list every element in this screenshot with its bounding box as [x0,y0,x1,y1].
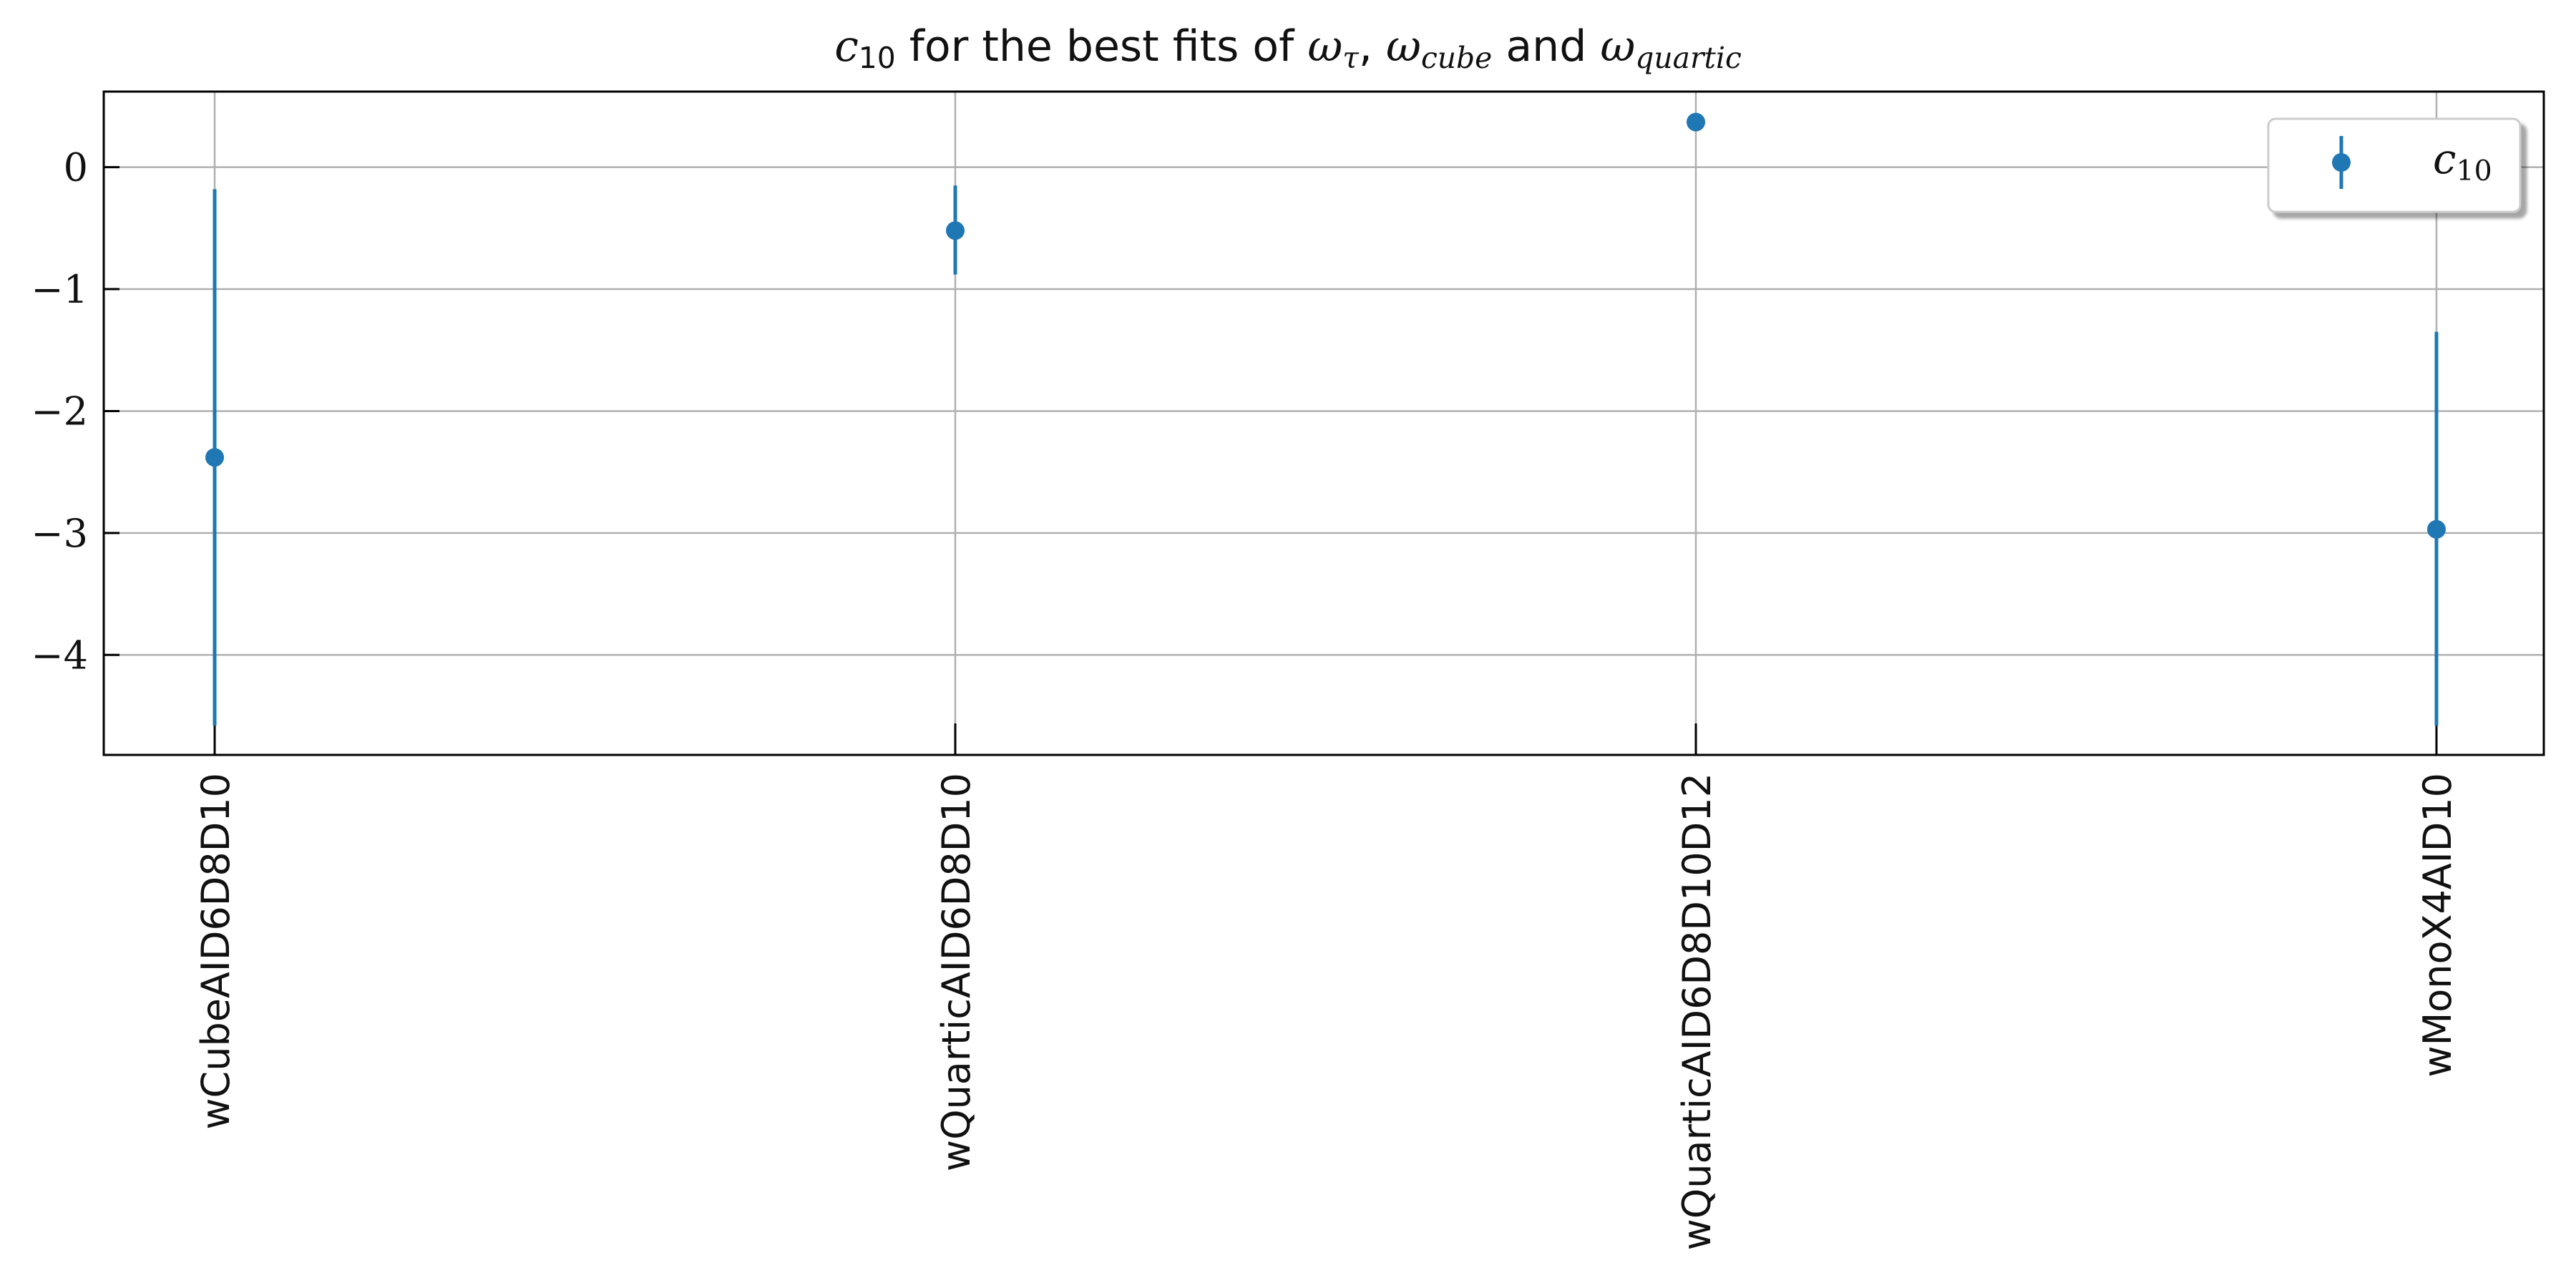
y-tick-label: 0 [64,145,88,190]
data-point [946,221,965,240]
x-tick-label: wQuarticAID6D8D10D12 [1674,773,1719,1250]
axis-ticks [104,166,2438,755]
x-tick-label: wMonoX4AID10 [2415,773,2460,1078]
y-tick-label: −2 [31,389,88,434]
legend-box [2267,117,2522,213]
x-tick-label: wCubeAID6D8D10 [193,773,238,1130]
tick-labels: 0 −1 −2 −3 −4 wCubeAID6D8D10 wQuarticAID6D8D10… [31,145,2460,1251]
grid-lines [104,92,2544,755]
data-point [205,448,224,467]
y-tick-label: −1 [31,267,88,312]
legend [2267,117,2522,213]
data-point [1687,112,1705,132]
x-tick-label: wQuarticAID6D8D10 [934,773,979,1171]
y-tick-label: −3 [31,511,88,556]
data-series [205,112,2446,726]
chart-title: c10 for the best fits of ωτ, ωcube and ω… [834,21,1742,76]
plot-frame [102,90,2545,756]
legend-point-marker [2332,153,2351,172]
y-tick-label: −4 [31,633,88,678]
legend-label: c10 [2433,135,2492,187]
data-point [2427,519,2446,539]
